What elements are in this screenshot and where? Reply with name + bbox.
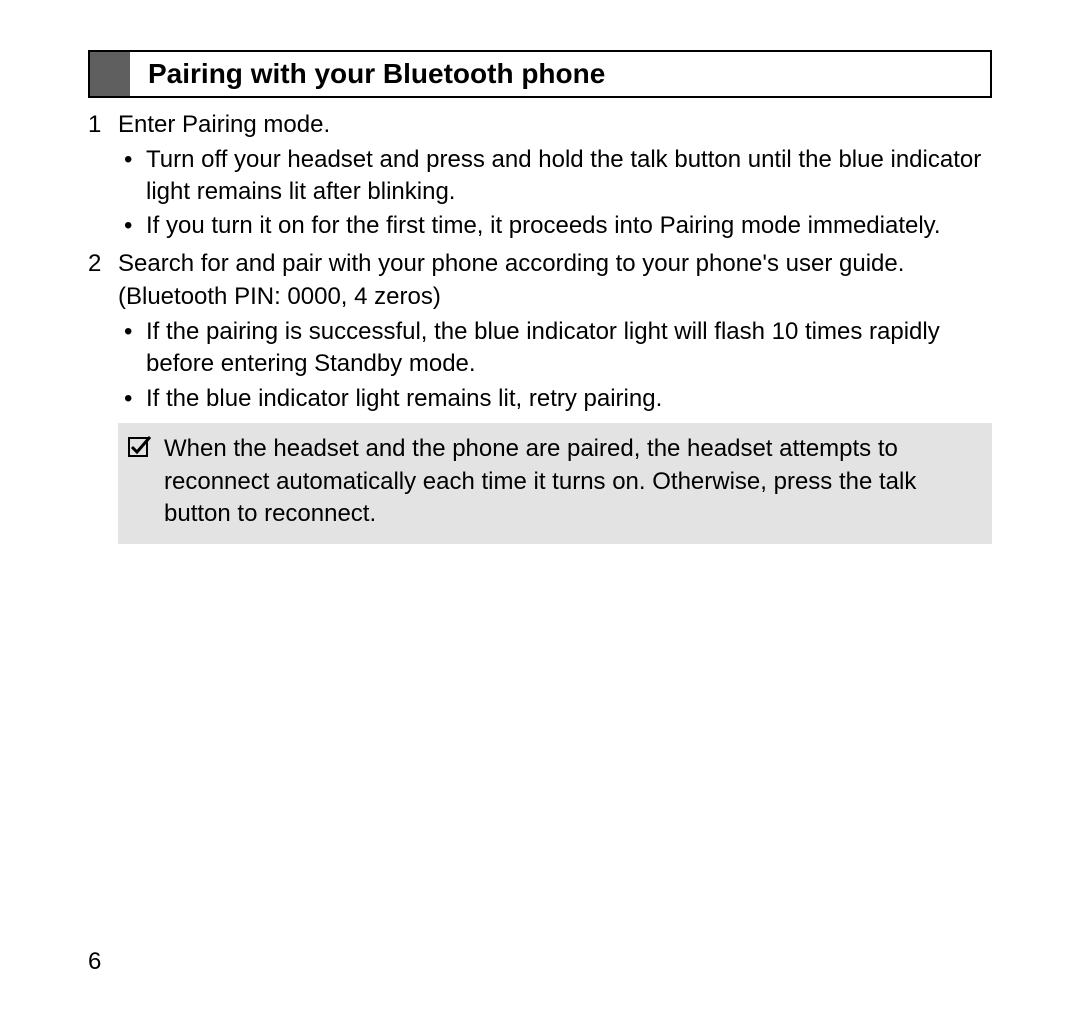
step-2: 2 Search for and pair with your phone ac… xyxy=(88,247,992,415)
section-heading: Pairing with your Bluetooth phone xyxy=(130,52,605,96)
step-bullets: If the pairing is successful, the blue i… xyxy=(118,316,992,415)
step-text: Enter Pairing mode. xyxy=(118,108,992,142)
note-text: When the headset and the phone are paire… xyxy=(164,433,978,530)
checkmark-icon xyxy=(128,433,164,530)
step-1: 1 Enter Pairing mode. Turn off your head… xyxy=(88,108,992,243)
step-number: 2 xyxy=(88,247,118,415)
bullet-item: If you turn it on for the first time, it… xyxy=(118,210,992,242)
bullet-item: If the blue indicator light remains lit,… xyxy=(118,383,992,415)
page-number: 6 xyxy=(88,948,101,976)
bullet-item: Turn off your headset and press and hold… xyxy=(118,144,992,209)
bullet-item: If the pairing is successful, the blue i… xyxy=(118,316,992,381)
section-heading-bar: Pairing with your Bluetooth phone xyxy=(88,50,992,98)
note-box: When the headset and the phone are paire… xyxy=(118,423,992,544)
heading-accent-block xyxy=(90,52,130,96)
step-body: Search for and pair with your phone acco… xyxy=(118,247,992,415)
step-body: Enter Pairing mode. Turn off your headse… xyxy=(118,108,992,243)
step-text: Search for and pair with your phone acco… xyxy=(118,247,992,314)
step-bullets: Turn off your headset and press and hold… xyxy=(118,144,992,243)
step-number: 1 xyxy=(88,108,118,243)
